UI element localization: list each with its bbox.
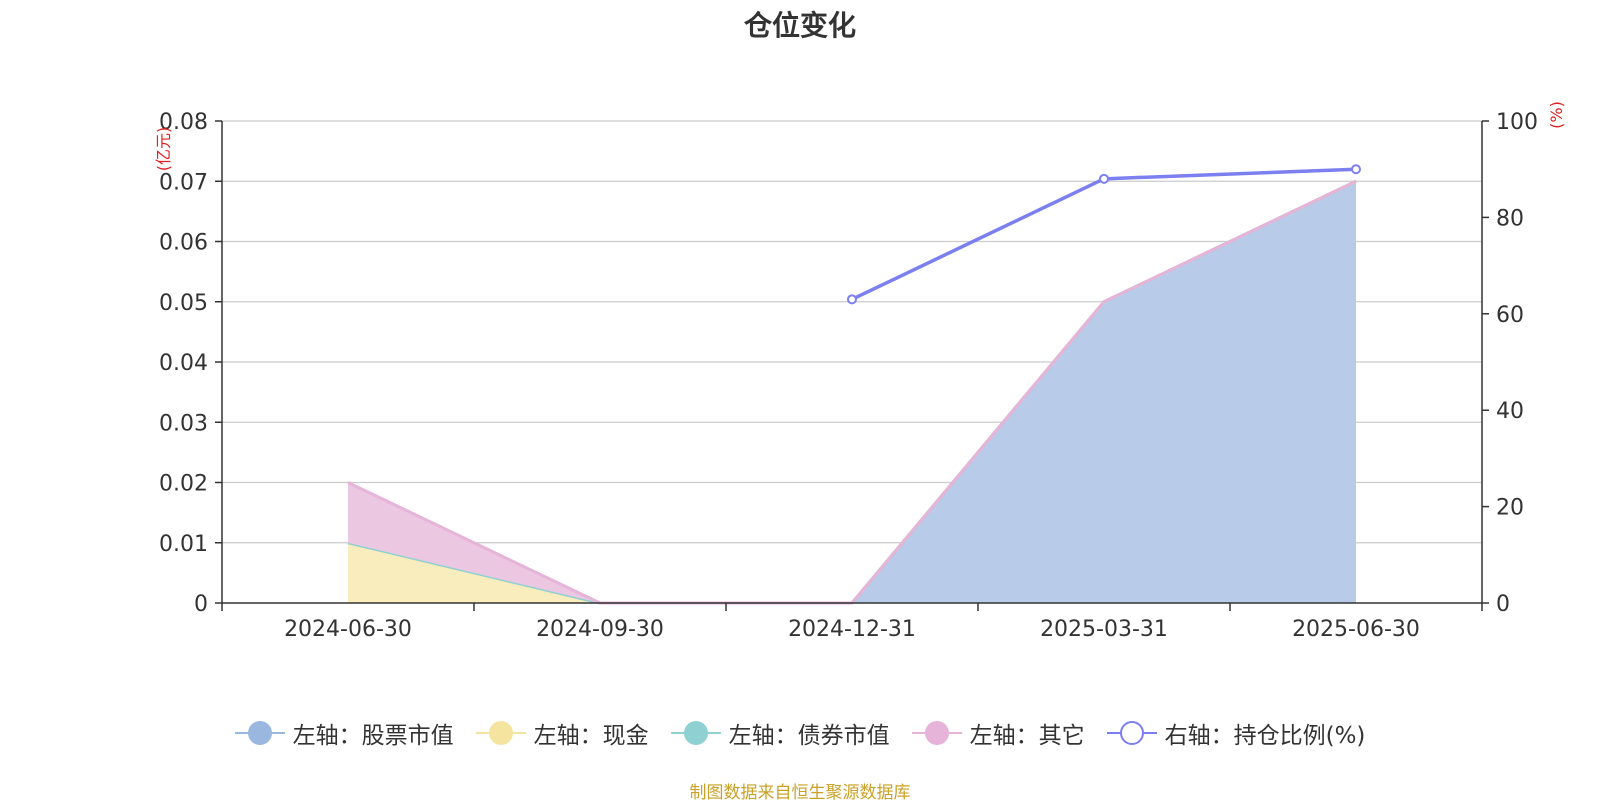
chart-title: 仓位变化	[743, 9, 856, 42]
legend-swatch-icon	[475, 720, 526, 746]
x-tick-label-0: 2024-06-30	[284, 617, 412, 642]
x-tick-label-2: 2024-12-31	[788, 617, 916, 642]
right-tick-label-0: 0	[1496, 592, 1510, 617]
legend-label: 左轴：股票市值	[292, 723, 454, 749]
legend-item-0[interactable]: 左轴：股票市值	[234, 716, 454, 750]
legend-swatch-dot	[247, 721, 272, 745]
x-tick-label-4: 2025-06-30	[1292, 617, 1420, 642]
legend-swatch-icon	[911, 720, 962, 746]
right-tick-label-2: 40	[1496, 399, 1524, 424]
legend-swatch-dot	[488, 721, 513, 745]
x-tick-label-3: 2025-03-31	[1040, 617, 1168, 642]
legend-swatch-dot	[683, 721, 708, 745]
legend-swatch-icon	[670, 720, 721, 746]
left-tick-label-5: 0.05	[159, 291, 208, 316]
right-tick-label-3: 60	[1496, 303, 1524, 328]
legend-label: 左轴：债券市值	[728, 723, 890, 749]
area-3	[348, 181, 1356, 603]
right-axis-unit: (%)	[1547, 101, 1566, 129]
chart-plot: 2024-06-30 2024-09-30 2024-12-31 2025-03-31…	[154, 101, 1566, 642]
legend-item-2[interactable]: 左轴：债券市值	[670, 716, 890, 750]
area-0	[600, 181, 1356, 603]
legend-label: 右轴：持仓比例(%)	[1164, 723, 1366, 749]
right-tick-label-1: 20	[1496, 496, 1524, 521]
right-tick-label-5: 100	[1496, 110, 1538, 135]
legend-label: 左轴：其它	[969, 723, 1085, 749]
source-note: 制图数据来自恒生聚源数据库	[689, 783, 911, 800]
line-point-2	[1351, 164, 1361, 175]
legend-item-3[interactable]: 左轴：其它	[911, 716, 1085, 750]
left-tick-label-1: 0.01	[159, 532, 208, 557]
chart-legend: 左轴：股票市值 左轴：现金 左轴：债券市值 左轴：其它 右轴：持仓比例(%)	[0, 716, 1600, 750]
line-point-1	[1099, 173, 1109, 184]
legend-swatch-icon	[234, 720, 285, 746]
line-point-0	[847, 294, 857, 305]
legend-item-1[interactable]: 左轴：现金	[475, 716, 649, 750]
x-tick-label-1: 2024-09-30	[536, 617, 664, 642]
left-axis-unit: (亿元)	[154, 127, 173, 172]
left-tick-label-6: 0.06	[159, 231, 208, 256]
left-tick-label-0: 0	[194, 592, 208, 617]
legend-label: 左轴：现金	[533, 723, 649, 749]
legend-swatch-dot	[924, 721, 949, 745]
right-tick-label-4: 80	[1496, 206, 1524, 231]
legend-swatch-icon	[1106, 720, 1157, 746]
left-tick-label-8: 0.08	[159, 110, 208, 135]
legend-swatch-dot	[1119, 721, 1144, 745]
left-tick-label-7: 0.07	[159, 170, 208, 195]
left-tick-label-3: 0.03	[159, 411, 208, 436]
left-tick-label-2: 0.02	[159, 472, 208, 497]
legend-item-4[interactable]: 右轴：持仓比例(%)	[1106, 716, 1366, 750]
left-tick-label-4: 0.04	[159, 351, 208, 376]
